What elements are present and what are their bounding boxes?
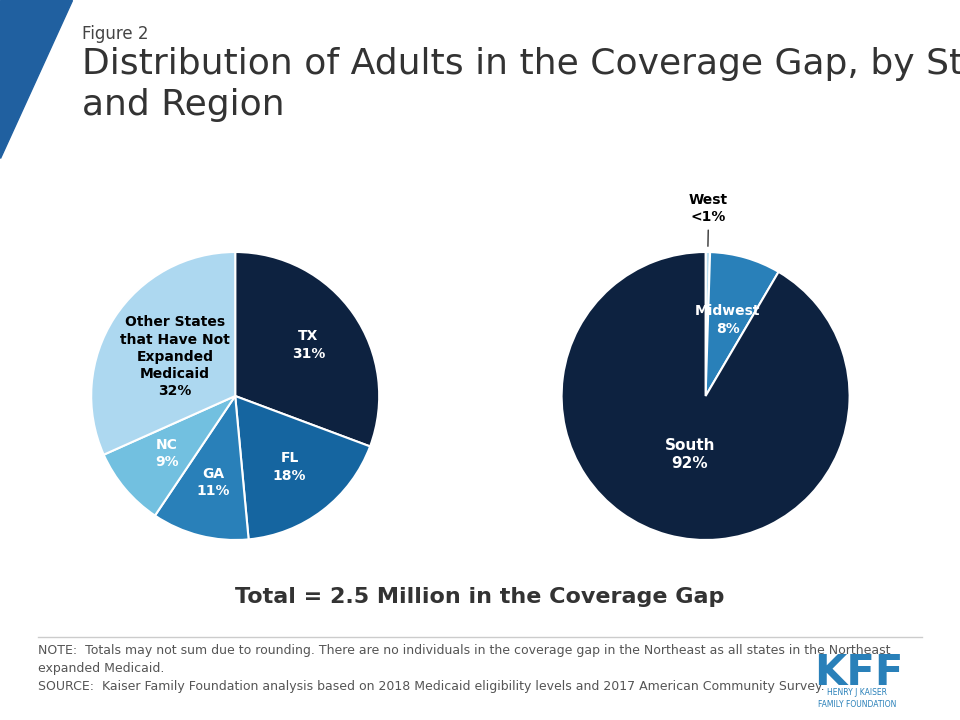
Wedge shape — [91, 252, 235, 455]
Text: Figure 2: Figure 2 — [82, 25, 148, 43]
Text: West
<1%: West <1% — [689, 193, 728, 246]
Wedge shape — [706, 252, 710, 396]
Wedge shape — [235, 396, 371, 539]
Text: Other States
that Have Not
Expanded
Medicaid
32%: Other States that Have Not Expanded Medi… — [120, 315, 229, 398]
Text: TX
31%: TX 31% — [292, 330, 325, 361]
Wedge shape — [104, 396, 235, 516]
Text: GA
11%: GA 11% — [197, 467, 230, 498]
Text: NOTE:  Totals may not sum due to rounding. There are no individuals in the cover: NOTE: Totals may not sum due to rounding… — [38, 644, 891, 693]
Text: KFF: KFF — [814, 652, 904, 694]
Wedge shape — [235, 252, 379, 446]
Text: Total = 2.5 Million in the Coverage Gap: Total = 2.5 Million in the Coverage Gap — [235, 587, 725, 607]
Wedge shape — [706, 252, 779, 396]
Wedge shape — [155, 396, 249, 540]
Text: Distribution of Adults in the Coverage Gap, by State
and Region: Distribution of Adults in the Coverage G… — [82, 47, 960, 122]
Text: HENRY J KAISER
FAMILY FOUNDATION: HENRY J KAISER FAMILY FOUNDATION — [818, 688, 897, 708]
Text: South
92%: South 92% — [664, 438, 715, 471]
Wedge shape — [562, 252, 850, 540]
Text: NC
9%: NC 9% — [156, 438, 179, 469]
Text: Midwest
8%: Midwest 8% — [695, 305, 760, 336]
Text: FL
18%: FL 18% — [273, 451, 306, 482]
